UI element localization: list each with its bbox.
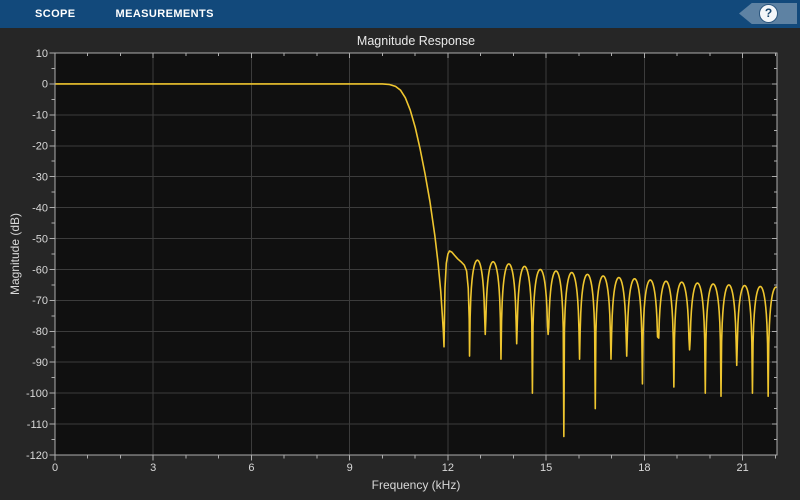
plot-title: Magnitude Response	[356, 34, 476, 48]
help-icon[interactable]: ?	[759, 4, 778, 23]
x-axis-label: Frequency (kHz)	[371, 478, 461, 492]
y-axis-label: Magnitude (dB)	[8, 212, 22, 296]
y-tick-label: -30	[32, 171, 48, 183]
y-tick-label: -70	[32, 295, 48, 307]
y-tick-label: -60	[32, 264, 48, 276]
y-tick-label: -20	[32, 141, 48, 153]
plot-area[interactable]	[55, 53, 777, 455]
y-tick-label: 0	[42, 79, 48, 91]
x-tick-label: 3	[150, 462, 156, 474]
tick-labels: 0 3 6 9 12 15 18 21 10 0 -10 -20 -30 -40 -50 -60 -70 -80 -…	[26, 48, 749, 474]
y-tick-label: -110	[27, 419, 48, 431]
help-tag[interactable]: ?	[739, 3, 797, 24]
axes-box	[54, 52, 778, 456]
y-tick-label: -50	[32, 233, 48, 245]
y-tick-label: -40	[32, 202, 48, 214]
tab-measurements[interactable]: MEASUREMENTS	[115, 8, 214, 20]
magnitude-plot[interactable]: 0 3 6 9 12 15 18 21 10 0 -10 -20 -30 -40 -50 -60 -70 -80 -…	[0, 28, 800, 500]
y-tick-label: -80	[32, 326, 48, 338]
response-curve	[54, 83, 778, 438]
y-tick-label: -90	[32, 357, 48, 369]
x-tick-label: 0	[52, 462, 58, 474]
grid-lines	[55, 53, 777, 455]
y-tick-label: -120	[26, 450, 48, 462]
y-tick-label: -10	[32, 110, 48, 122]
x-tick-label: 21	[736, 462, 748, 474]
x-tick-label: 12	[442, 462, 454, 474]
x-tick-label: 9	[347, 462, 353, 474]
x-tick-label: 15	[540, 462, 552, 474]
magnitude-response-figure[interactable]: 0 3 6 9 12 15 18 21 10 0 -10 -20 -30 -40 -50 -60 -70 -80 -…	[0, 28, 800, 500]
tab-scope[interactable]: SCOPE	[35, 8, 76, 20]
y-tick-label: -100	[26, 388, 48, 400]
y-tick-label: 10	[36, 48, 48, 60]
toolstrip: SCOPE MEASUREMENTS ?	[0, 0, 800, 28]
x-tick-label: 6	[248, 462, 254, 474]
x-tick-label: 18	[638, 462, 650, 474]
